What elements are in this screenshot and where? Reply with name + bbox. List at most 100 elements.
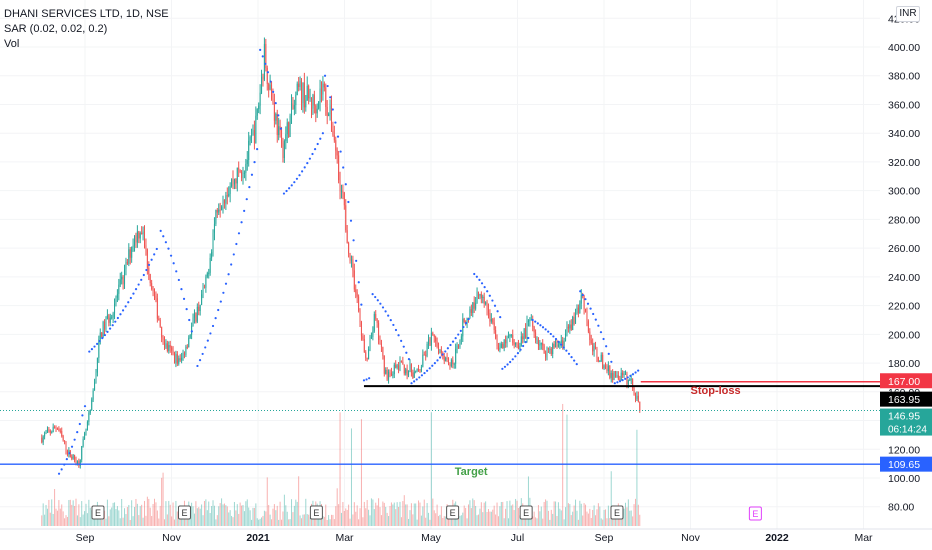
volume-bar [269,514,271,526]
sar-dot [274,102,277,105]
candle-body [134,235,136,246]
target-price-tag[interactable] [880,456,932,472]
sar-dot [415,378,418,381]
volume-indicator-label[interactable]: Vol [4,38,20,50]
candle-body [636,395,638,399]
volume-bar [199,508,201,526]
sar-dot [108,327,112,330]
volume-bar [363,501,365,526]
volume-bar [616,516,618,526]
candle-body [466,317,468,324]
sar-dot [329,96,332,99]
stop-loss-price-tag[interactable] [880,373,932,389]
sar-dot [394,328,398,332]
sar-dot [539,324,542,327]
candle-body [560,340,562,343]
price-tick-label: 180.00 [888,358,920,370]
volume-bar [467,504,469,526]
support-price-tag[interactable] [880,391,932,407]
sar-dot [454,337,457,340]
candle-body [616,375,618,377]
volume-bar [173,519,175,526]
volume-bar [587,513,589,526]
symbol-title[interactable]: DHANI SERVICES LTD, 1D, NSE [4,8,169,20]
volume-bar [358,519,360,526]
sar-dot [196,364,199,368]
candle-body [627,379,629,385]
candle-body [527,320,529,322]
volume-bar [632,516,634,526]
horizontal-levels[interactable]: Stop-loss Target [0,381,880,478]
volume-bar [64,518,66,526]
volume-bar [192,506,194,526]
earnings-marker[interactable] [519,505,533,520]
earnings-marker[interactable] [91,505,105,520]
candle-body [185,346,187,355]
volume-bar [203,501,205,526]
sar-dot [357,281,360,284]
volume-bar [388,515,390,526]
volume-bar [126,507,128,526]
candle-body [115,297,117,304]
candle-body [54,426,56,428]
sar-dot [162,235,165,238]
candle-body [530,319,532,321]
sar-dot [227,273,230,276]
candle-body [436,341,438,347]
volume-bar [99,519,101,526]
price-axis[interactable]: 80.00100.00120.00140.00160.00180.00200.0… [880,0,932,550]
volume-bar [228,512,230,526]
future-earnings-marker[interactable] [748,506,762,521]
candle-body [607,365,609,372]
volume-bar [573,505,575,526]
volume-bar [243,511,245,526]
sar-dot [70,445,74,448]
candle-body [425,354,427,356]
time-axis[interactable]: Sep Nov 2021 Mar May Jul Sep Nov 2022 Mar [0,528,932,550]
earnings-marker[interactable] [610,505,624,520]
sar-dot [78,422,81,426]
volume-bar [353,502,355,526]
sar-dot [536,322,539,325]
volume-bar [589,508,591,526]
candle-body [215,209,217,224]
candle-body [473,302,475,309]
volume-bar [552,513,554,526]
candle-body [249,137,251,141]
volume-bar [191,502,193,526]
currency-badge[interactable]: INR [896,6,920,22]
sar-dot [360,303,363,306]
sar-indicator-label[interactable]: SAR (0.02, 0.02, 0.2) [4,23,108,35]
price-tick-label: 80.00 [888,502,914,514]
sar-dot [438,356,442,359]
earnings-marker[interactable] [309,505,323,520]
volume-bar [579,500,581,526]
volume-bar [630,510,632,526]
last-price-label: 146.95 [888,411,920,423]
candle-body [111,317,113,319]
candle-body [246,160,248,165]
earnings-marker[interactable] [446,505,460,520]
earnings-marker[interactable] [177,505,191,520]
candle-body [281,130,283,143]
volume-bar [186,517,188,526]
sar-dot [336,135,340,138]
sar-dot [516,352,520,355]
volume-bar [172,502,174,526]
candle-body [55,427,57,429]
sar-dot [449,343,452,347]
candle-body [597,357,599,362]
volume-bar [252,507,254,526]
candle-body [92,390,94,400]
volume-bar [131,500,133,526]
candle-body [398,365,400,371]
volume-bar [423,499,425,526]
volume-bar [62,511,64,526]
volume-bar [473,500,475,526]
time-tick-label: Mar [854,532,873,544]
volume-bar [627,499,629,526]
volume-bar [248,507,250,526]
last-price-tag[interactable] [880,408,932,436]
